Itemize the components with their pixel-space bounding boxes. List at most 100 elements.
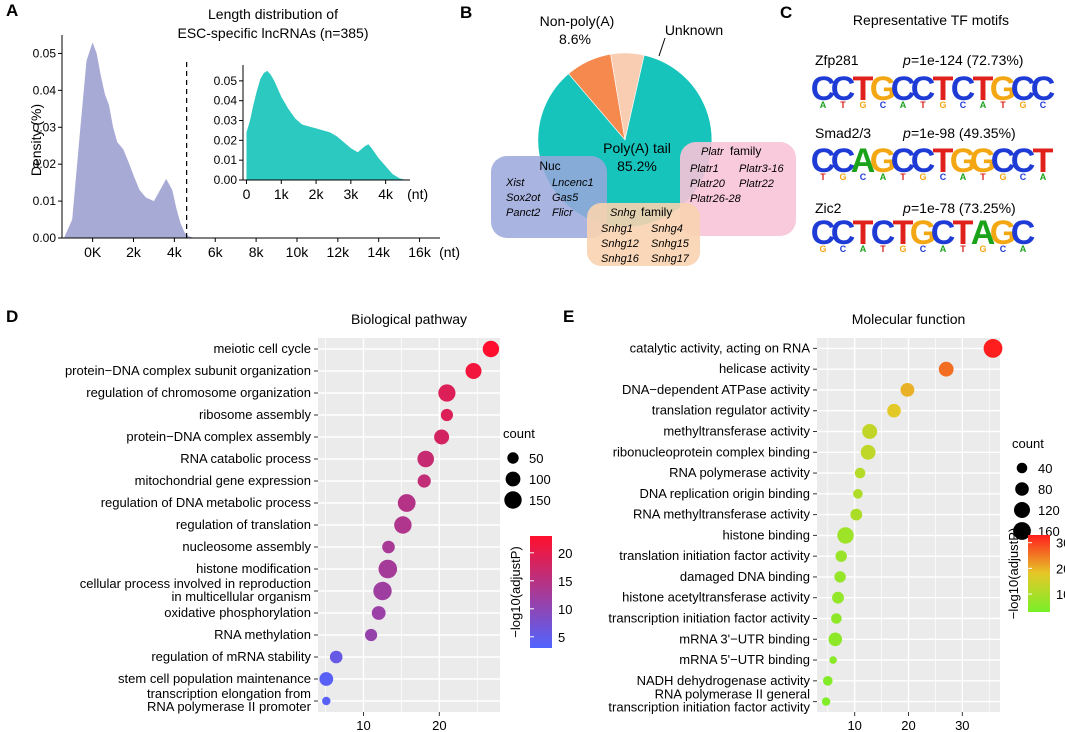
- motif-logo-minor-letter: T: [840, 100, 846, 110]
- motif-name: Zfp281: [815, 52, 859, 68]
- panelD-point: [438, 384, 456, 402]
- panelE-term-label: damaged DNA binding: [680, 569, 810, 584]
- panelD-colorbar-title: −log10(adjustP): [508, 546, 523, 637]
- snhg-group-box: [587, 203, 700, 266]
- panelE-size-legend-dot: [1013, 522, 1031, 540]
- panelD-size-legend-title: count: [503, 426, 535, 441]
- motif-logo-letter: C: [871, 214, 896, 252]
- panelD-colorbar: [530, 536, 552, 648]
- panel-a-main-ytick-label: 0.04: [33, 83, 57, 97]
- pie-label-non-poly: Non-poly(A): [540, 13, 615, 29]
- panel-d-dotplot: Biological pathway meiotic cell cycle prot…: [65, 311, 573, 732]
- panelE-point: [900, 383, 915, 397]
- motif-logo-letter: T: [953, 214, 974, 252]
- platr-gene-label: Platr22: [739, 178, 774, 190]
- panel-a-main-xtick-label: 8k: [249, 244, 265, 260]
- panelD-term-label: RNA methylation: [214, 627, 311, 642]
- motif-p-symbol: p: [902, 52, 911, 68]
- pie-value-non-poly: 8.6%: [559, 31, 591, 47]
- panel-a-inset-ytick-label: 0.00: [214, 173, 238, 187]
- platr-gene-label: Platr3-16: [739, 163, 785, 175]
- panelD-point: [465, 363, 482, 379]
- motif-logo-minor-letter: A: [980, 100, 987, 110]
- nuc-gene-label: Lncenc1: [552, 177, 594, 189]
- panelE-term-label: histone acetyltransferase activity: [622, 590, 810, 605]
- motif-logo-minor-letter: G: [1019, 100, 1026, 110]
- motif-logo-letter: T: [933, 70, 954, 108]
- panelE-point: [853, 489, 863, 499]
- panelE-term-label-line: RNA polymerase II general: [655, 687, 810, 702]
- panelD-colorbar-tick-label: 5: [558, 630, 565, 645]
- motif-logo-letter: C: [991, 142, 1016, 180]
- panelE-term-label: catalytic activity, acting on RNA: [630, 340, 811, 355]
- snhg-group-title-italic: Snhg: [610, 207, 637, 219]
- motif-name: Smad2/3: [815, 125, 871, 141]
- panel-a-inset-ytick-label: 0.05: [214, 74, 238, 88]
- panelE-term-label: RNA polymerase II general transcription i…: [608, 687, 810, 715]
- panelD-term-label: stem cell population maintenance: [118, 671, 311, 686]
- snhg-gene-label: Snhg4: [651, 223, 683, 235]
- motif-logo-minor-letter: T: [900, 172, 906, 182]
- panelE-point: [834, 571, 846, 583]
- panelE-point: [850, 508, 863, 521]
- panelE-term-label: translation regulator activity: [652, 403, 811, 418]
- panelD-term-label: regulation of mRNA stability: [151, 649, 311, 664]
- panel-a-inset-plot: 0.00 0.01 0.02 0.03 0.04 0.05 0 1k 2k 3k 4k (nt): [214, 65, 428, 202]
- panelD-point: [322, 696, 331, 706]
- panelE-size-legend-title: count: [1012, 436, 1044, 451]
- panel-a-main-xtick-label: 12k: [327, 244, 351, 260]
- panelE-term-label: transcription initiation factor activity: [608, 611, 810, 626]
- panelE-xtick-label: 10: [847, 718, 861, 732]
- panelE-title: Molecular function: [852, 311, 966, 327]
- panel-a-main-xtick-label: 14k: [367, 244, 391, 260]
- motif-p-symbol: p: [902, 125, 911, 141]
- snhg-gene-label: Snhg1: [601, 223, 633, 235]
- panel-a-inset-xtick-label: 4k: [378, 186, 394, 202]
- panelD-xtick-label: 20: [432, 718, 446, 732]
- panelD-point: [365, 628, 378, 642]
- panelE-size-legend-dot: [1014, 502, 1030, 518]
- panelE-term-label: helicase activity: [719, 361, 811, 376]
- panelE-point: [837, 527, 854, 544]
- nuc-group-title: Nuc: [539, 159, 560, 173]
- motif-logo-letter: C: [891, 142, 916, 180]
- motif-p-value: =1e-98 (49.35%): [911, 125, 1016, 141]
- pie-label-unknown: Unknown: [665, 22, 723, 38]
- motif-logo-minor-letter: T: [820, 172, 826, 182]
- panelD-title: Biological pathway: [351, 311, 467, 327]
- panel-label-d: D: [6, 307, 18, 326]
- panelD-point: [378, 559, 398, 579]
- motif-logo-minor-letter: C: [840, 244, 847, 254]
- motif-logo-letter: G: [870, 142, 896, 180]
- motif-logo-minor-letter: C: [940, 172, 947, 182]
- panel-a-inset-ytick-label: 0.01: [214, 153, 238, 167]
- panelE-colorbar: [1028, 535, 1050, 612]
- panelD-point: [329, 650, 343, 664]
- motif-logo-letter: G: [910, 214, 936, 252]
- motif-logo-minor-letter: C: [1020, 172, 1027, 182]
- panelD-term-label: mitochondrial gene expression: [135, 473, 311, 488]
- panel-a-main-plot: 0.00 0.01 0.02 0.03 0.04 0.05 0K 2k 4k 6k 8k 10k 12k…: [33, 35, 460, 260]
- panelD-term-label: nucleosome assembly: [182, 539, 311, 554]
- motif-logo-minor-letter: G: [859, 100, 866, 110]
- motif-logo-letter: T: [933, 142, 954, 180]
- motif-logo-letter: A: [971, 214, 996, 252]
- motif-logo-letter: C: [891, 70, 916, 108]
- panelD-size-legend-label: 50: [529, 451, 543, 466]
- panelD-point: [373, 581, 392, 601]
- panelE-term-label: RNA methyltransferase activity: [633, 507, 811, 522]
- panel-a-inset-ytick-label: 0.02: [214, 133, 238, 147]
- panelE-point: [831, 613, 842, 624]
- panel-a-density: Length distribution of ESC-specific lncR…: [28, 6, 460, 260]
- panelD-size-legend-label: 150: [529, 493, 551, 508]
- panel-a-main-ytick-label: 0.02: [33, 157, 57, 171]
- panelE-point: [854, 467, 866, 479]
- panelE-colorbar-tick-label: 30: [1056, 536, 1065, 551]
- nuc-gene-label: Sox2ot: [506, 192, 541, 204]
- motif-logo-minor-letter: T: [980, 172, 986, 182]
- panelE-point: [983, 339, 1003, 358]
- motif-logo-letter: T: [853, 70, 874, 108]
- platr-group-title-italic: Platr: [701, 146, 725, 158]
- motif-logo-letter: C: [811, 214, 836, 252]
- panel-b-pie: Non-poly(A) 8.6% Unknown Poly(A) tail 85.2% N…: [491, 13, 796, 266]
